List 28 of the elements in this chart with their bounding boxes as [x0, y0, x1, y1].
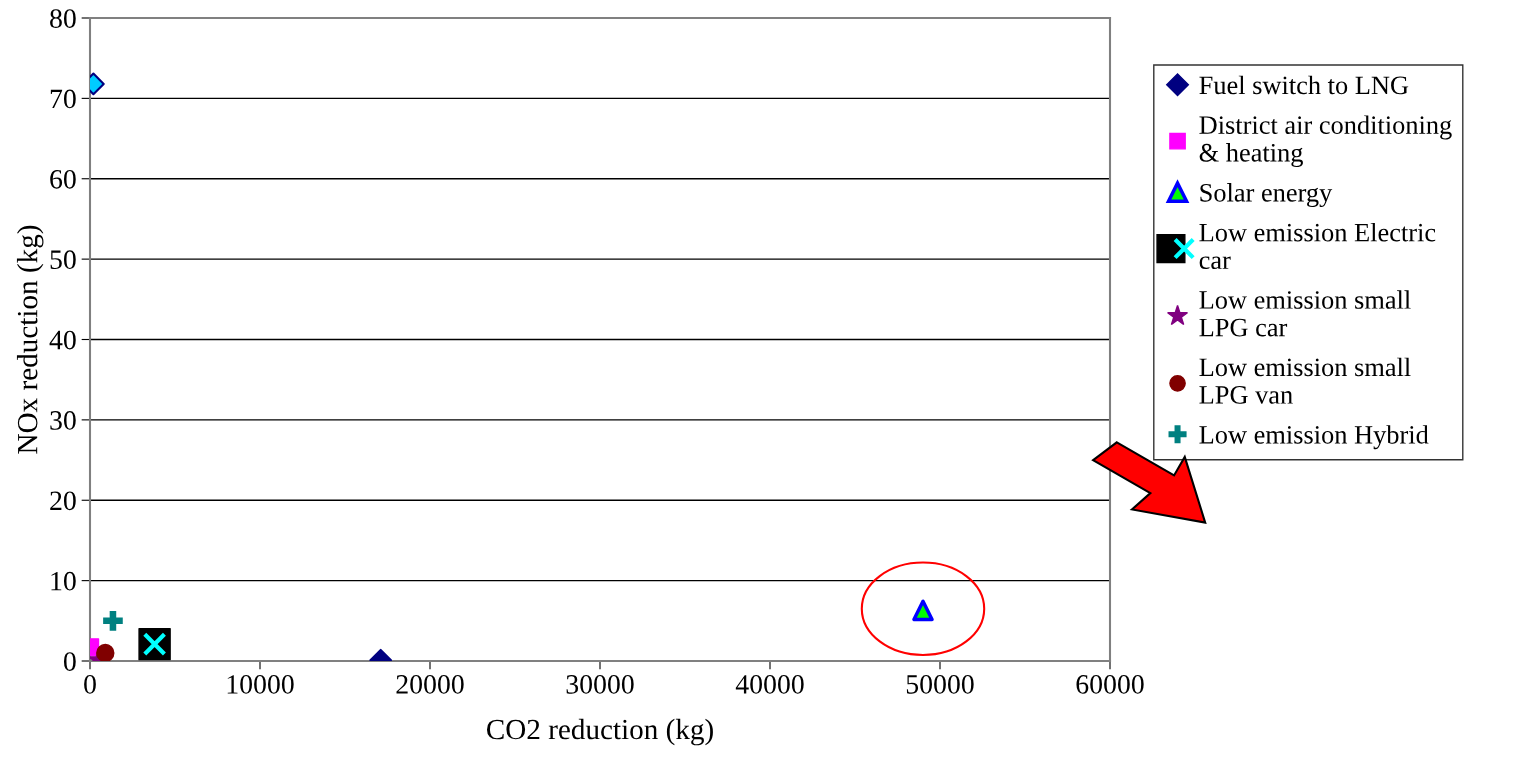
legend-label: Low emission small LPG van	[1199, 357, 1411, 404]
legend-label: Low emission Hybrid	[1199, 425, 1429, 450]
y-tick-label: 40	[49, 330, 76, 350]
x-tick-label: 50000	[906, 675, 974, 694]
legend-label: Solar energy	[1200, 183, 1333, 208]
x-tick-label: 0	[84, 675, 96, 694]
legend-label: District air conditioning & heating	[1199, 115, 1452, 168]
point	[96, 643, 115, 661]
point	[103, 610, 123, 631]
y-tick-label: 10	[51, 571, 76, 591]
y-tick-label: 70	[50, 89, 76, 109]
legend-label: Fuel switch to LNG	[1199, 75, 1409, 95]
x-tick-label: 20000	[396, 675, 464, 694]
y-tick-label: 80	[50, 9, 76, 28]
y-tick-label: 50	[50, 250, 76, 270]
x-tick-label: 60000	[1076, 675, 1144, 694]
y-tick-label: 60	[50, 169, 76, 189]
legend-label: Low emission small LPG car	[1199, 290, 1411, 337]
y-tick-label: 20	[50, 491, 76, 511]
y-tick-label: 30	[50, 411, 76, 430]
x-tick-label: 10000	[227, 675, 294, 694]
y-tick-label: 0	[63, 652, 76, 671]
legend-label: Low emission Electric car	[1199, 222, 1436, 270]
x-tick-label: 30000	[566, 675, 634, 694]
point	[912, 599, 934, 622]
x-tick-label: 40000	[735, 675, 804, 694]
x-axis-title: CO2 reduction (kg)	[486, 718, 713, 746]
y-axis-title: NOx reduction (kg)	[16, 225, 44, 454]
